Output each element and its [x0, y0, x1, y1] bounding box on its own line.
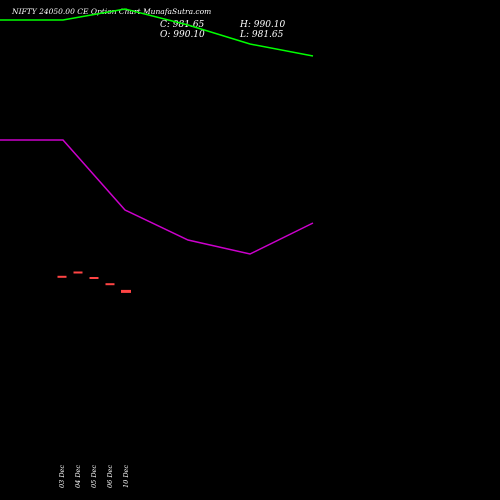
x-tick-label: 04 Dec [74, 465, 82, 488]
open-value: O: 990.10 [160, 30, 205, 40]
candle-marker-2 [73, 271, 83, 274]
x-tick-label: 06 Dec [106, 465, 114, 488]
candle-marker-4 [105, 283, 115, 286]
x-tick-label: 10 Dec [122, 465, 130, 488]
x-axis-ticks: 03 Dec 04 Dec 05 Dec 06 Dec 10 Dec [58, 465, 130, 488]
series-line-2 [0, 139, 314, 255]
close-value: C: 981.65 [160, 20, 205, 30]
candle-marker-1 [57, 275, 67, 278]
x-tick-label: 03 Dec [58, 465, 66, 488]
x-tick-label: 05 Dec [90, 465, 98, 488]
low-value: L: 981.65 [239, 30, 284, 40]
candle-layer [57, 271, 131, 293]
series-line-1 [0, 8, 314, 57]
series-layer [0, 8, 314, 255]
candle-marker-3 [89, 277, 99, 279]
high-value: H: 990.10 [239, 20, 286, 30]
candle-marker-5 [121, 289, 131, 293]
